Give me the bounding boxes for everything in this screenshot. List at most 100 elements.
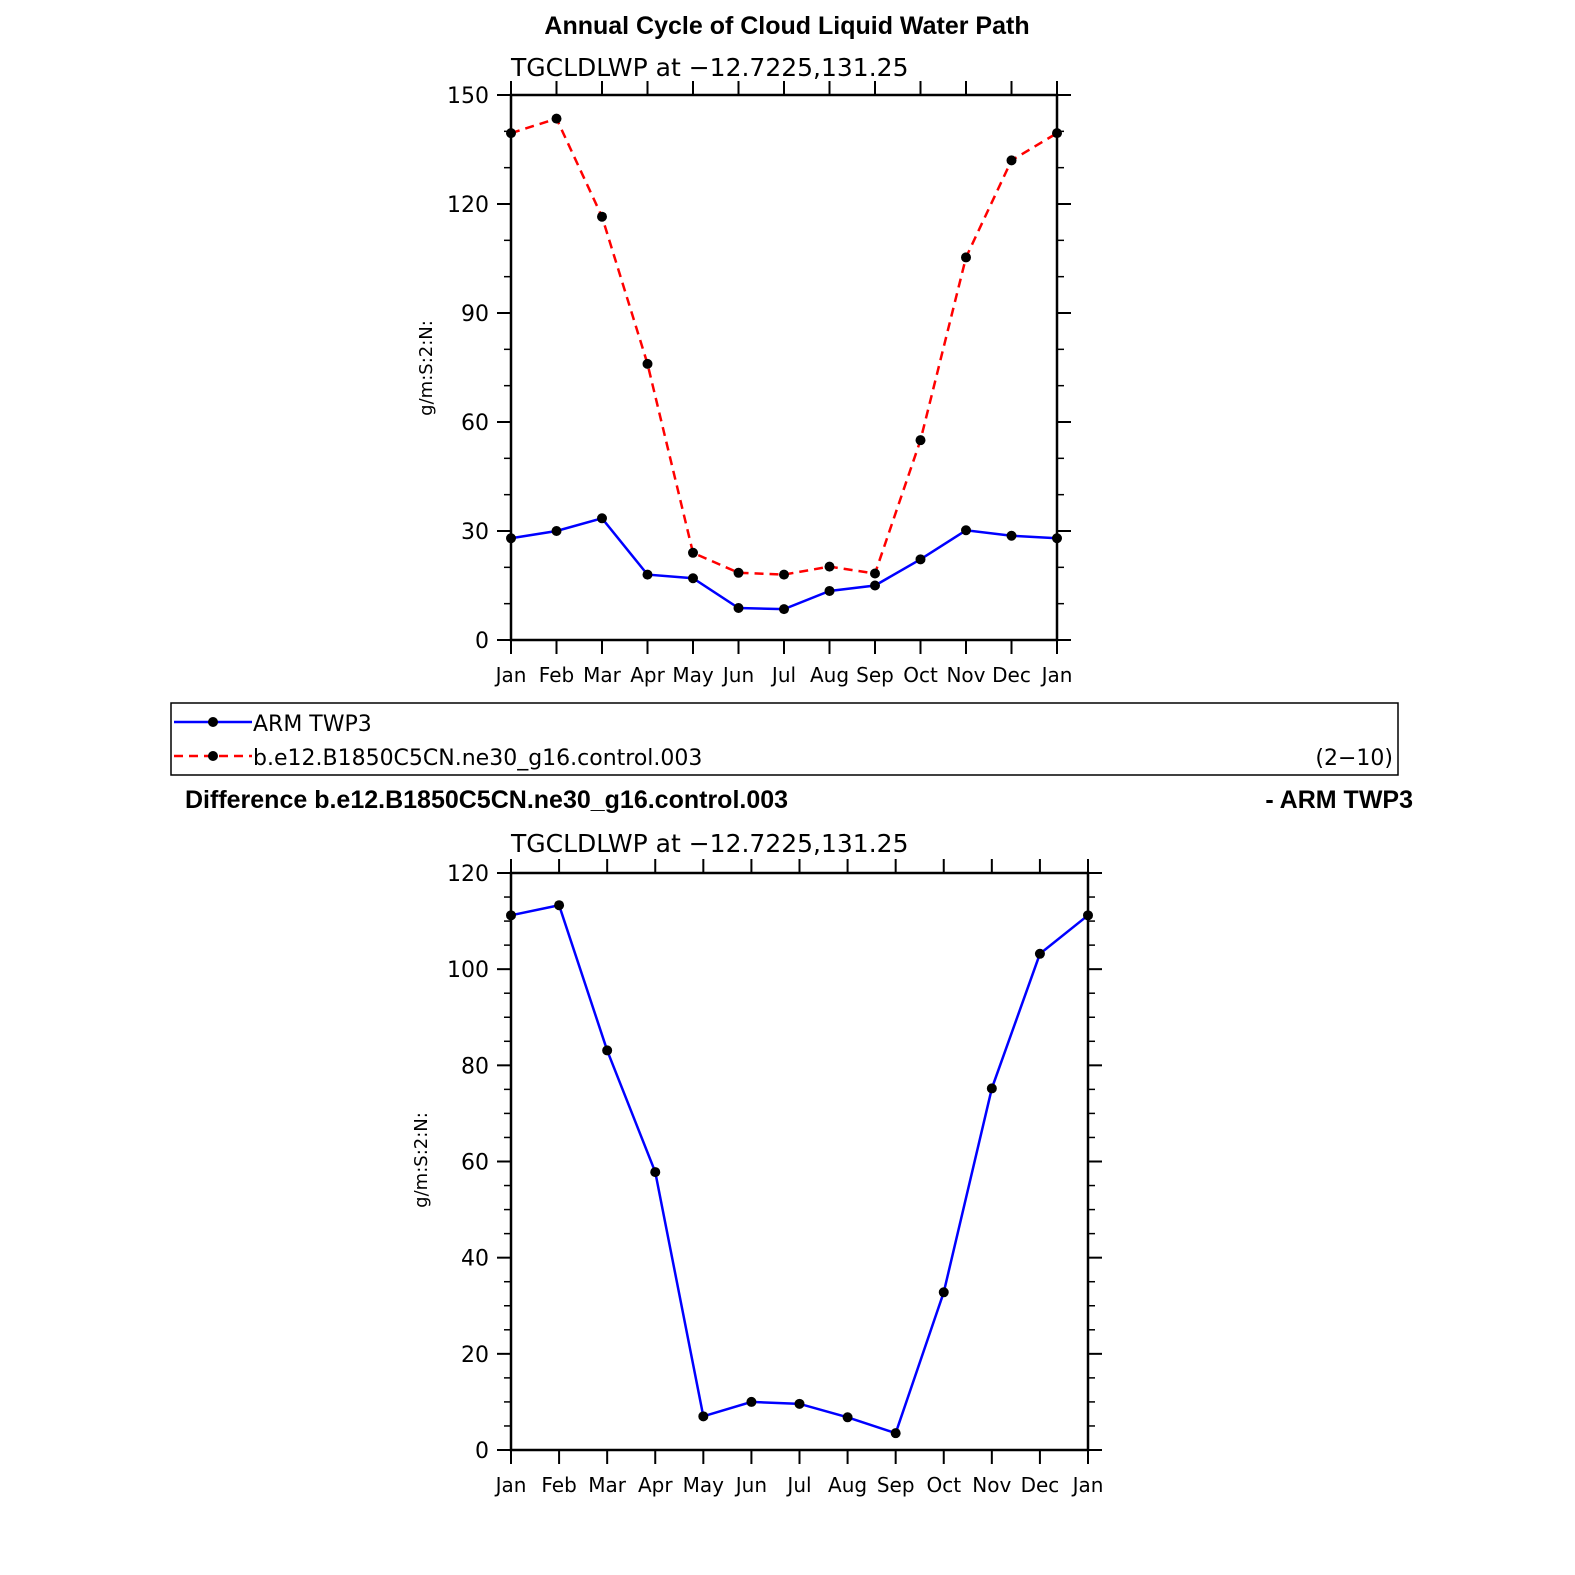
chart-2-title-right: - ARM TWP3 bbox=[1265, 786, 1413, 814]
data-point bbox=[1052, 128, 1062, 139]
x-tick-label: Sep bbox=[877, 1473, 915, 1497]
data-point bbox=[597, 513, 607, 524]
x-tick-label: Oct bbox=[926, 1473, 961, 1497]
legend-marker-arm bbox=[208, 717, 218, 727]
y-tick-label: 80 bbox=[461, 1054, 489, 1079]
y-tick-label: 120 bbox=[447, 193, 489, 218]
x-tick-label: Sep bbox=[856, 663, 894, 687]
y-tick-label: 90 bbox=[461, 302, 489, 327]
x-tick-label: Nov bbox=[946, 663, 985, 687]
chart-2-frame bbox=[509, 871, 1090, 1452]
x-tick-label: Feb bbox=[541, 1473, 576, 1497]
data-point bbox=[915, 435, 926, 446]
chart-1-subtitle: TGCLDLWP at −12.7225,131.25 bbox=[510, 53, 908, 82]
x-tick-label: Apr bbox=[638, 1473, 673, 1497]
legend-box bbox=[170, 702, 1399, 776]
y-tick-label: 60 bbox=[461, 411, 489, 436]
data-point bbox=[890, 1428, 901, 1439]
chart-1-frame bbox=[509, 93, 1059, 642]
legend-note: (2−10) bbox=[1315, 746, 1393, 771]
x-tick-label: Aug bbox=[828, 1473, 867, 1497]
data-point bbox=[554, 900, 565, 911]
y-tick-label: 30 bbox=[461, 520, 489, 545]
series-line-1 bbox=[510, 516, 1058, 611]
x-tick-label: Dec bbox=[992, 663, 1031, 687]
chart-2-title: Difference b.e12.B1850C5CN.ne30_g16.cont… bbox=[185, 786, 788, 814]
legend-label-arm: ARM TWP3 bbox=[253, 712, 372, 737]
data-point bbox=[551, 113, 562, 124]
chart-2-ylabel: g/m:S:2:N: bbox=[411, 1112, 432, 1208]
data-point bbox=[688, 573, 698, 584]
x-tick-label: Jun bbox=[734, 1473, 767, 1497]
data-point bbox=[915, 554, 926, 565]
x-tick-label: Mar bbox=[588, 1473, 627, 1497]
x-tick-label: May bbox=[672, 663, 714, 687]
y-tick-label: 20 bbox=[461, 1343, 489, 1368]
x-tick-label: Jan bbox=[494, 1473, 527, 1497]
data-point bbox=[824, 585, 835, 596]
x-tick-label: Jan bbox=[494, 663, 527, 687]
x-tick-label: Jan bbox=[1071, 1473, 1104, 1497]
data-point bbox=[961, 252, 971, 263]
data-point bbox=[746, 1396, 757, 1407]
data-point bbox=[506, 910, 516, 921]
data-point bbox=[824, 561, 835, 572]
data-point bbox=[986, 1083, 997, 1094]
data-point bbox=[642, 358, 653, 369]
data-point bbox=[779, 569, 789, 580]
chart-2-subtitle: TGCLDLWP at −12.7225,131.25 bbox=[510, 829, 908, 858]
series-line-2 bbox=[510, 117, 1058, 576]
x-tick-label: Apr bbox=[630, 663, 665, 687]
x-tick-label: Feb bbox=[539, 663, 574, 687]
data-point bbox=[733, 567, 744, 578]
y-tick-label: 100 bbox=[447, 958, 489, 983]
data-point bbox=[961, 525, 971, 536]
x-tick-label: Oct bbox=[903, 663, 938, 687]
data-point bbox=[551, 526, 562, 536]
y-tick-label: 60 bbox=[461, 1151, 489, 1176]
y-tick-label: 40 bbox=[461, 1247, 489, 1272]
series-line-1 bbox=[510, 903, 1089, 1435]
x-tick-label: May bbox=[683, 1473, 725, 1497]
data-point bbox=[794, 1398, 805, 1409]
x-tick-label: Aug bbox=[810, 663, 849, 687]
data-point bbox=[698, 1411, 709, 1422]
x-tick-label: Dec bbox=[1021, 1473, 1060, 1497]
data-point bbox=[1034, 948, 1045, 959]
data-point bbox=[1006, 530, 1017, 541]
data-point bbox=[870, 568, 880, 579]
data-point bbox=[1052, 533, 1062, 544]
x-tick-label: Jul bbox=[785, 1473, 811, 1497]
y-tick-label: 120 bbox=[447, 862, 489, 887]
data-point bbox=[650, 1167, 661, 1178]
x-tick-label: Jul bbox=[770, 663, 796, 687]
legend-label-model: b.e12.B1850C5CN.ne30_g16.control.003 bbox=[253, 746, 702, 771]
data-point bbox=[1006, 155, 1017, 166]
legend: ARM TWP3 b.e12.B1850C5CN.ne30_g16.contro… bbox=[170, 702, 1399, 776]
x-tick-label: Jun bbox=[721, 663, 754, 687]
y-tick-label: 0 bbox=[475, 629, 489, 654]
y-tick-label: 150 bbox=[447, 84, 489, 109]
x-tick-label: Jan bbox=[1040, 663, 1073, 687]
data-point bbox=[733, 603, 744, 614]
data-point bbox=[506, 128, 516, 139]
data-point bbox=[597, 211, 607, 222]
x-tick-label: Nov bbox=[972, 1473, 1011, 1497]
data-point bbox=[506, 533, 516, 544]
data-point bbox=[688, 547, 698, 558]
data-point bbox=[870, 580, 880, 591]
x-tick-label: Mar bbox=[583, 663, 622, 687]
legend-marker-model bbox=[208, 751, 218, 761]
data-point bbox=[642, 569, 653, 580]
data-point bbox=[1083, 910, 1093, 921]
y-tick-label: 0 bbox=[475, 1439, 489, 1464]
data-point bbox=[779, 604, 789, 615]
chart-1-title: Annual Cycle of Cloud Liquid Water Path bbox=[544, 12, 1029, 40]
data-point bbox=[602, 1045, 613, 1056]
chart-1-plot: 0 30 60 90 120 150 Jan Feb Mar Apr May Jun Jul Aug Sep… bbox=[447, 81, 1072, 687]
data-point bbox=[938, 1287, 949, 1298]
data-point bbox=[842, 1412, 853, 1423]
chart-2-plot: 0 20 40 60 80 100 120 Jan Feb Mar Apr May Jun Jul Aug S… bbox=[447, 859, 1103, 1497]
chart-1-ylabel: g/m:S:2:N: bbox=[416, 320, 437, 416]
